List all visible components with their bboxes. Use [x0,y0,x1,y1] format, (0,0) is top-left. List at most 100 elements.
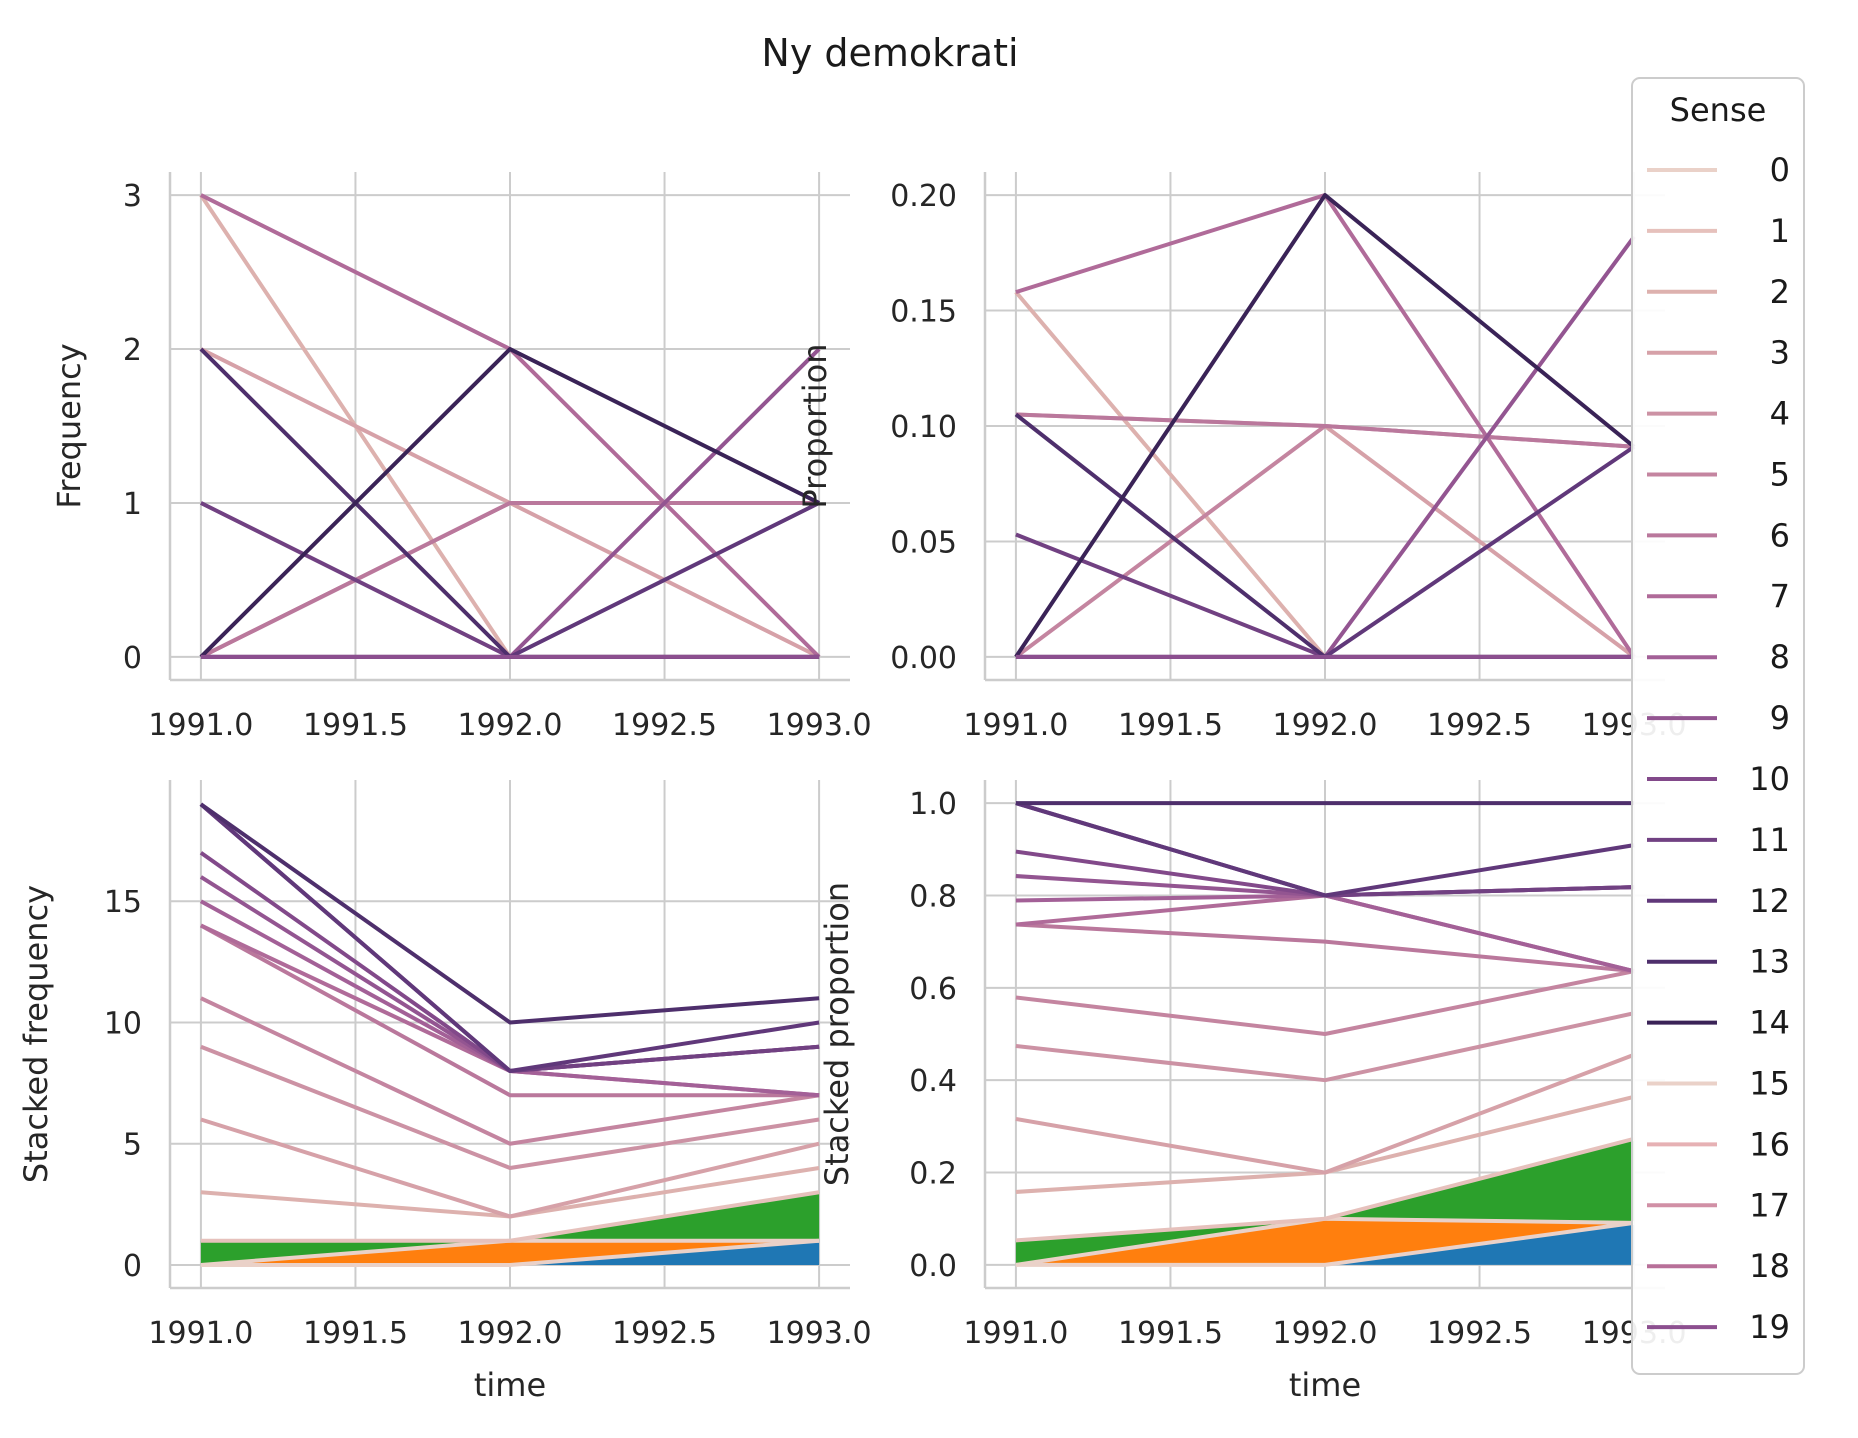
series-line-sense-12 [199,802,820,1073]
plot-area [199,802,820,1267]
x-tick-label: 1991.5 [303,1316,408,1351]
y-axis-label: Frequency [50,343,88,508]
stacked-area-1 [200,1240,820,1265]
stacked-area-1 [1015,1218,1635,1265]
y-tick-label: 0.15 [890,295,957,330]
y-tick-label: 0.05 [890,525,957,560]
x-tick-label: 1991.0 [148,708,253,743]
x-tick-label: 1991.5 [303,708,408,743]
x-axis-label: time [1289,1366,1361,1404]
y-tick-label: 0.0 [909,1249,957,1284]
y-tick-label: 2 [123,333,142,368]
y-tick-label: 0.00 [890,641,957,676]
legend-item-18: 18 [1647,1247,1790,1285]
series-line-sense-14 [199,347,820,659]
plot-area [1015,801,1635,1267]
x-tick-label: 1992.5 [612,1316,717,1351]
y-tick-label: 1.0 [909,787,957,822]
subplot-frequency: 1991.0 1991.5 1992.0 1992.5 1993.0 0 1 2 3 Freque… [50,172,872,743]
legend-label: 10 [1749,760,1790,798]
y-tick-label: 0.6 [909,972,957,1007]
series-line-sense-1 [1015,1136,1635,1243]
x-tick-label: 1992.0 [458,708,563,743]
legend-item-9: 9 [1647,699,1790,737]
x-tick-label: 1992.5 [612,708,717,743]
y-tick-label: 0.2 [909,1157,957,1192]
legend-label: 5 [1770,456,1790,494]
series-line-sense-3 [1015,1052,1635,1175]
series-line-sense-4 [1015,1011,1635,1083]
stacked-area-0 [200,1240,820,1265]
legend-label: 7 [1770,577,1790,615]
series-line-sense-6 [1015,922,1635,974]
series-line-sense-12 [1015,801,1635,898]
legend-label: 14 [1749,1004,1790,1042]
series-line-sense-4 [200,1044,820,1170]
legend-item-13: 13 [1647,943,1790,981]
subplot-stacked-proportion: 1991.01991.51992.01992.51993.00.00.20.40… [818,780,1687,1404]
series-line-sense-3 [200,1117,820,1219]
y-tick-label: 3 [123,179,142,214]
stacked-area-2 [1015,1138,1635,1265]
legend-item-17: 17 [1647,1186,1790,1224]
legend-label: 2 [1770,273,1790,311]
stacked-area-0 [1015,1222,1635,1265]
series-line-sense-0 [1015,1220,1635,1267]
subplot-proportion: 1991.01991.51992.01992.51993.00.000.050.… [796,172,1687,743]
legend-item-6: 6 [1647,516,1790,554]
y-tick-label: 0.8 [909,879,957,914]
series-line-sense-14 [1014,193,1636,659]
y-tick-label: 5 [123,1128,142,1163]
chart-title: Ny demokrati [761,31,1018,75]
series-line-sense-6 [200,500,820,659]
y-tick-label: 0.20 [890,179,957,214]
legend-item-19: 19 [1647,1308,1790,1346]
legend-item-16: 16 [1647,1125,1790,1163]
y-tick-label: 15 [104,885,142,920]
legend-label: 17 [1749,1186,1790,1224]
legend-label: 8 [1770,638,1790,676]
legend-label: 3 [1770,334,1790,372]
x-tick-label: 1992.5 [1427,708,1532,743]
legend-label: 13 [1749,943,1790,981]
legend-item-15: 15 [1647,1065,1790,1103]
x-tick-label: 1992.0 [1273,1316,1378,1351]
legend-item-14: 14 [1647,1004,1790,1042]
legend-item-2: 2 [1647,273,1790,311]
legend-label: 1 [1770,212,1790,250]
legend-label: 9 [1770,699,1790,737]
series-line-sense-0 [200,1238,820,1267]
legend-item-5: 5 [1647,456,1790,494]
legend-label: 0 [1770,151,1790,189]
legend-label: 11 [1749,821,1790,859]
legend-frame [1631,77,1805,1375]
y-tick-label: 10 [104,1006,142,1041]
x-tick-label: 1993.0 [767,1316,872,1351]
legend-label: 6 [1770,516,1790,554]
legend-item-8: 8 [1647,638,1790,676]
legend-title: Sense [1670,91,1767,129]
x-tick-label: 1991.0 [148,1316,253,1351]
legend-item-0: 0 [1647,151,1790,189]
stacked-area-2 [200,1192,820,1265]
y-tick-label: 0 [123,1249,142,1284]
x-tick-label: 1991.5 [1118,1316,1223,1351]
legend-item-12: 12 [1647,882,1790,920]
legend-label: 18 [1749,1247,1790,1285]
series-line-sense-5 [1015,969,1635,1036]
series-line-sense-6 [1015,412,1635,449]
x-tick-label: 1992.0 [1273,708,1378,743]
y-axis-label: Stacked proportion [818,882,856,1186]
legend-item-4: 4 [1647,395,1790,433]
plot-area [1014,193,1636,659]
y-axis-label: Proportion [796,343,834,508]
legend-item-1: 1 [1647,212,1790,250]
legend-label: 16 [1749,1125,1790,1163]
y-tick-label: 0.4 [909,1064,957,1099]
x-tick-label: 1991.0 [963,1316,1068,1351]
x-tick-label: 1993.0 [767,708,872,743]
subplot-stacked-frequency: 1991.0 1991.5 1992.0 1992.5 1993.0 0 5 10 15 Stac… [17,780,872,1404]
legend-label: 12 [1749,882,1790,920]
legend-label: 19 [1749,1308,1790,1346]
